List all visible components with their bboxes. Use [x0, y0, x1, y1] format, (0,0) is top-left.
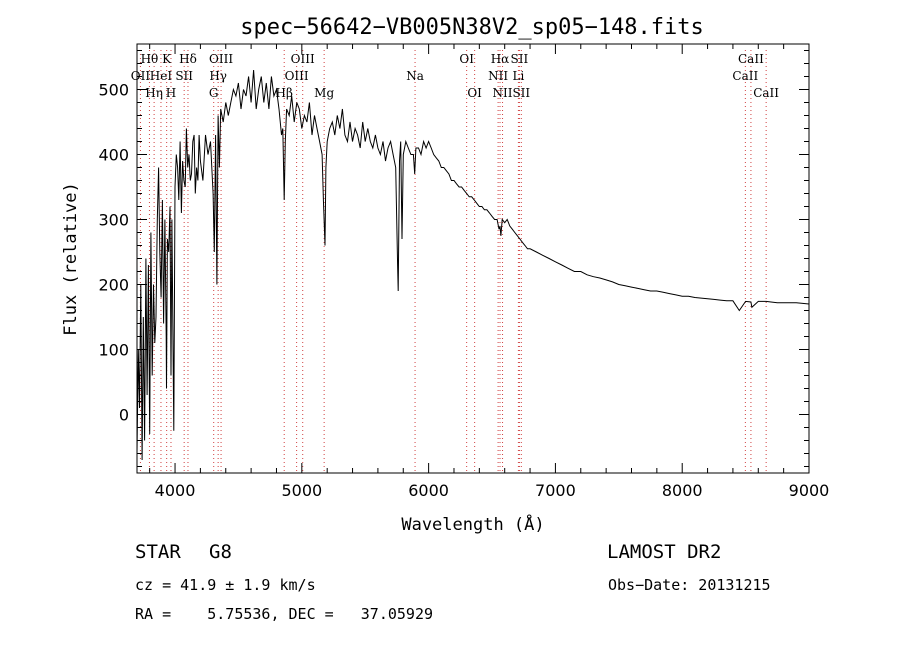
- observation-date: Obs−Date: 20131215: [608, 576, 771, 594]
- object-subclass: G8: [209, 541, 232, 563]
- line-marker-label-26: CaII: [753, 86, 779, 100]
- line-marker-label-20: NII: [493, 86, 513, 100]
- x-tick-label-3: 7000: [535, 481, 576, 500]
- line-marker-label-24: CaII: [738, 52, 764, 66]
- line-marker-label-15: Na: [406, 69, 424, 83]
- y-tick-label-4: 400: [98, 146, 129, 165]
- y-tick-label-5: 500: [98, 81, 129, 100]
- line-marker-label-8: OIII: [209, 52, 233, 66]
- x-tick-label-2: 6000: [408, 481, 449, 500]
- y-tick-label-0: 0: [119, 406, 129, 425]
- line-marker-label-9: Hγ: [209, 69, 227, 83]
- line-marker-label-14: Mg: [314, 86, 334, 100]
- x-tick-label-0: 4000: [155, 481, 196, 500]
- line-marker-label-21: SII: [511, 52, 529, 66]
- y-tick-label-1: 100: [98, 341, 129, 360]
- line-marker-label-7: SII: [175, 69, 193, 83]
- line-marker-label-11: Hβ: [276, 86, 293, 100]
- line-marker-label-5: H: [166, 86, 176, 100]
- x-axis-label: Wavelength (Å): [401, 513, 544, 535]
- line-marker-label-16: OI: [459, 52, 474, 66]
- line-marker-label-18: Hα: [491, 52, 510, 66]
- emission-line-markers: [139, 50, 767, 473]
- line-marker-label-12: OIII: [285, 69, 309, 83]
- y-axis-label: Flux (relative): [61, 182, 81, 336]
- x-tick-labels: 4000 5000 6000 7000 8000 9000: [155, 481, 830, 500]
- line-marker-label-3: K: [162, 52, 172, 66]
- line-marker-label-23: SII: [512, 86, 530, 100]
- line-marker-label-10: G: [209, 86, 219, 100]
- y-tick-label-2: 200: [98, 276, 129, 295]
- plot-frame: [136, 43, 810, 474]
- y-tick-label-3: 300: [98, 211, 129, 230]
- redshift-value: cz = 41.9 ± 1.9 km/s: [135, 576, 316, 594]
- y-tick-labels: 0 100 200 300 400 500: [98, 81, 129, 425]
- x-tick-label-1: 5000: [281, 481, 322, 500]
- line-marker-label-25: CaII: [732, 69, 758, 83]
- line-marker-label-4: HeI: [150, 69, 173, 83]
- chart-title: spec−56642−VB005N38V2_sp05−148.fits: [240, 15, 704, 40]
- x-tick-label-4: 8000: [662, 481, 703, 500]
- line-marker-label-13: OIII: [291, 52, 315, 66]
- line-marker-label-19: NII: [488, 69, 508, 83]
- line-marker-label-2: Hη: [145, 86, 163, 100]
- object-class: STAR: [135, 541, 181, 563]
- line-marker-label-6: Hδ: [179, 52, 197, 66]
- line-marker-label-0: Hθ: [141, 52, 159, 66]
- spectrum-series-line: [136, 69, 810, 461]
- x-tick-label-5: 9000: [789, 481, 830, 500]
- line-marker-label-17: OI: [467, 86, 482, 100]
- coordinates: RA = 5.75536, DEC = 37.05929: [135, 605, 434, 623]
- axis-ticks: [137, 44, 810, 473]
- survey-name: LAMOST DR2: [607, 541, 722, 563]
- line-marker-label-22: Li: [512, 69, 524, 83]
